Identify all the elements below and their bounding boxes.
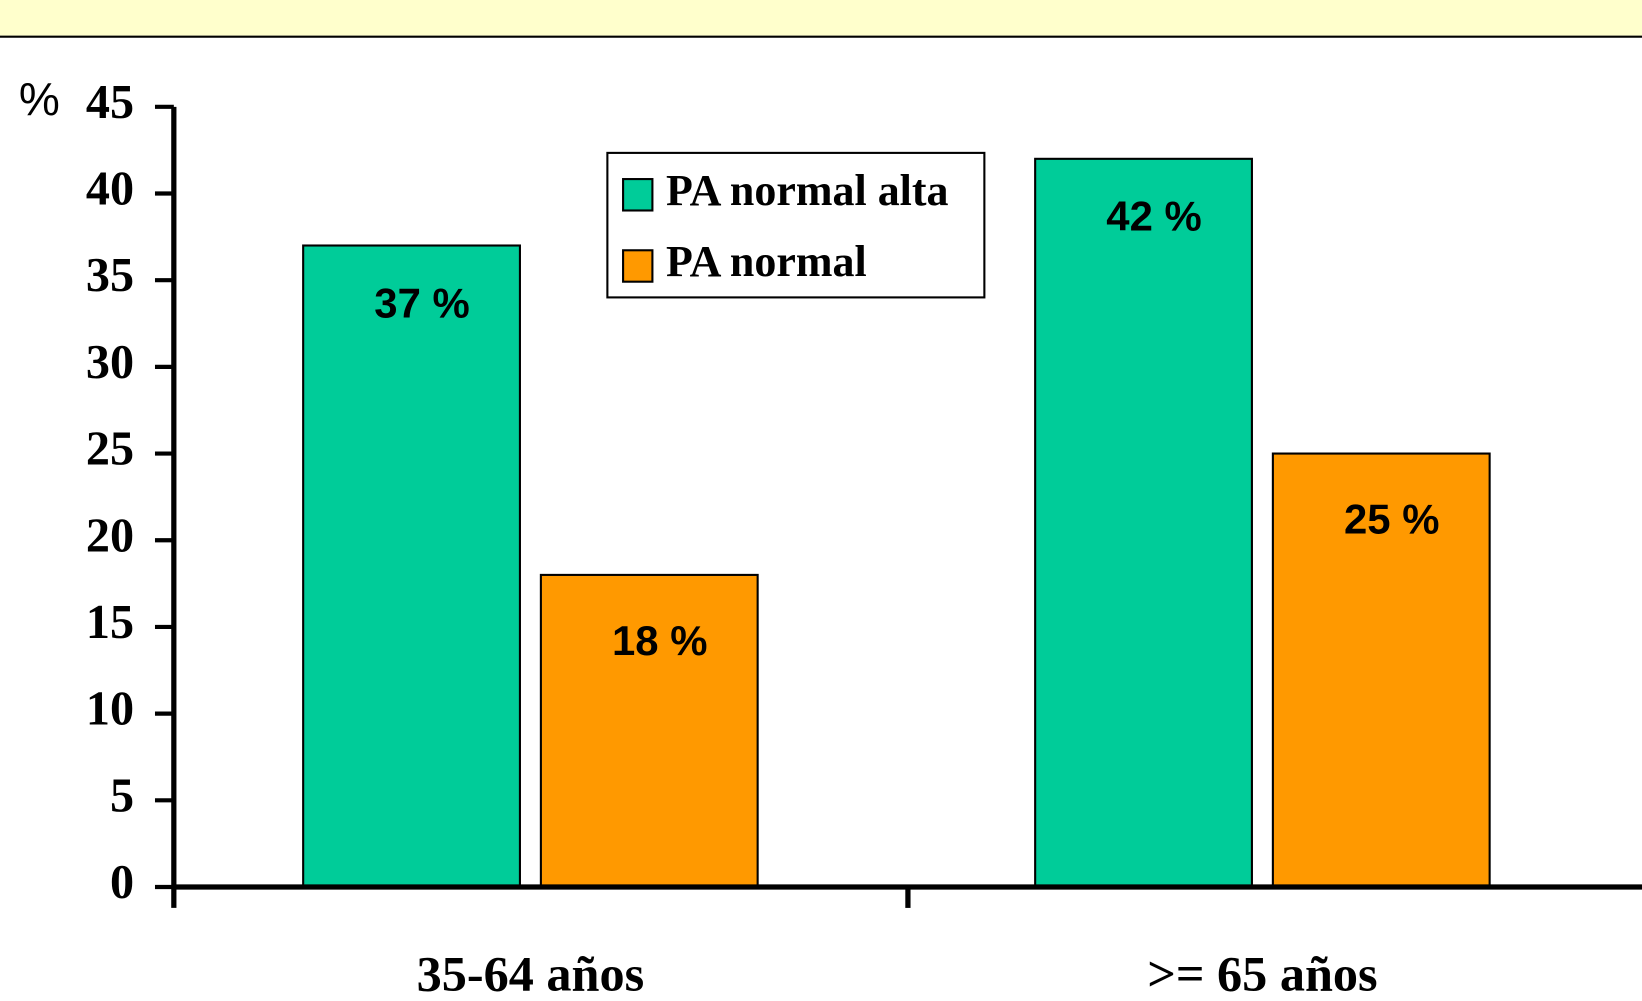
y-tick-label: 40 (86, 163, 134, 216)
value-label: 25 % (1344, 496, 1439, 543)
legend-swatch (622, 178, 654, 212)
header-banner (0, 0, 1642, 36)
legend-box (606, 151, 986, 299)
value-label: 18 % (612, 617, 707, 664)
y-unit-label: % (19, 73, 60, 125)
bar (539, 573, 759, 889)
y-tick-label: 20 (86, 509, 134, 562)
legend-label: PA normal alta (666, 166, 949, 215)
y-tick-label: 35 (86, 249, 134, 302)
value-label: 37 % (374, 279, 469, 326)
y-tick-label: 30 (86, 336, 134, 389)
y-tick-label: 45 (86, 76, 134, 129)
x-tick-label: 35-64 años (417, 946, 645, 1001)
value-label: 42 % (1106, 193, 1201, 240)
bar (302, 244, 521, 889)
bar (1034, 157, 1253, 889)
y-tick-label: 25 (86, 423, 134, 476)
x-tick-label: >= 65 años (1147, 946, 1377, 1001)
y-tick-label: 15 (86, 596, 134, 649)
legend-swatch (622, 249, 654, 283)
y-tick-label: 0 (110, 856, 134, 909)
bar (1271, 452, 1491, 889)
y-tick-label: 5 (110, 769, 134, 822)
legend-label: PA normal (666, 237, 867, 286)
y-tick-label: 10 (86, 683, 134, 736)
